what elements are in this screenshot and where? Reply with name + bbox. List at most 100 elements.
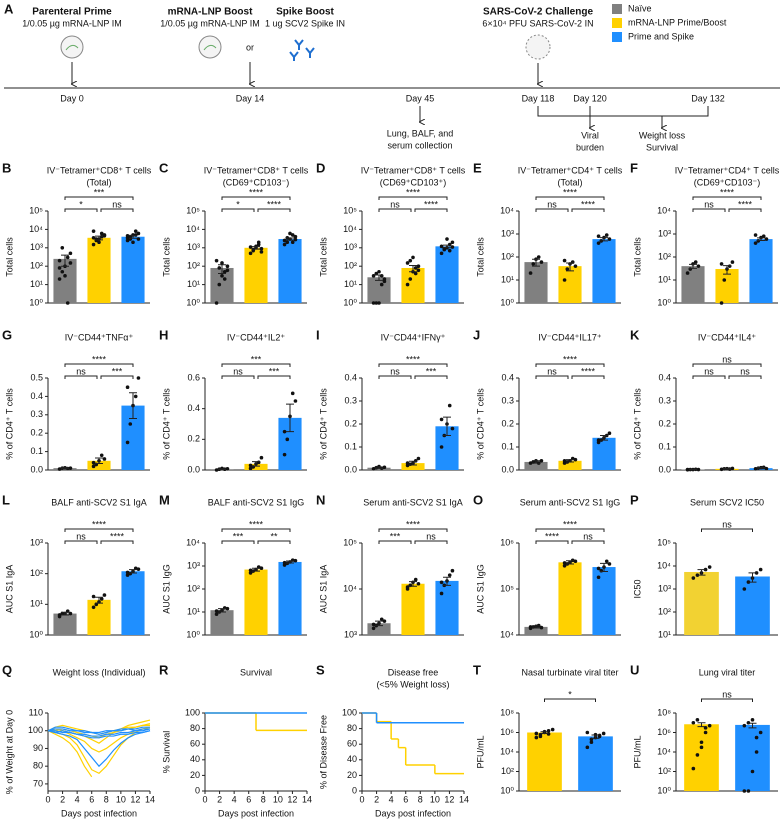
y-axis-label: % of CD4⁺ T cells [632, 388, 642, 460]
significance-label: *** [251, 354, 262, 364]
data-point [695, 753, 700, 757]
x-tick-label: 4 [232, 794, 237, 804]
y-tick-label: 10² [30, 261, 43, 271]
data-point [220, 261, 224, 265]
x-tick-label: 8 [418, 794, 423, 804]
y-tick-label: 60 [347, 739, 357, 749]
error-bar [286, 403, 294, 433]
data-point [63, 274, 67, 278]
data-point [408, 277, 413, 281]
y-axis-label: PFU/mL [475, 735, 485, 768]
data-point [282, 242, 287, 247]
y-tick-label: 0.6 [187, 372, 200, 382]
y-tick-label: 10¹ [187, 606, 200, 616]
significance-bracket [414, 208, 448, 212]
x-tick-label: 0 [45, 794, 50, 804]
data-point [753, 233, 758, 237]
data-point [293, 399, 298, 403]
step-label: Survival [646, 142, 678, 152]
data-point [91, 229, 96, 233]
data-point [707, 565, 712, 569]
day-label: Day 132 [691, 93, 725, 103]
y-tick-label: 10¹ [658, 274, 671, 284]
panel-title: Survival [240, 667, 272, 677]
significance-bracket [378, 375, 412, 379]
panel-letter: Q [2, 662, 12, 677]
bar [735, 576, 770, 635]
y-tick-label: 10⁰ [343, 297, 357, 307]
y-tick-label: 10⁴ [29, 224, 43, 234]
data-point [539, 459, 544, 463]
significance-label: *** [390, 531, 401, 541]
y-tick-label: 10⁰ [29, 297, 43, 307]
x-tick-label: 4 [75, 794, 80, 804]
data-point [99, 597, 104, 601]
error-bar [443, 416, 451, 436]
data-point [607, 237, 612, 241]
data-point [754, 735, 759, 740]
data-point [750, 769, 755, 774]
data-point [750, 718, 755, 722]
y-tick-label: 0 [352, 785, 357, 795]
panel-letter: M [159, 492, 170, 507]
data-point [214, 258, 219, 263]
significance-label: *** [426, 366, 437, 376]
data-point [447, 248, 452, 253]
error-bar [252, 567, 260, 572]
y-tick-label: 0.2 [187, 434, 200, 444]
event-detail: 1 ug SCV2 Spike IN [265, 18, 345, 28]
data-point [450, 426, 455, 431]
x-tick-label: 0 [202, 794, 207, 804]
data-point [416, 581, 421, 586]
data-point [377, 301, 381, 305]
y-tick-label: 10¹ [501, 274, 514, 284]
panel-title: BALF anti-SCV2 S1 IgA [51, 497, 147, 507]
day-label: Day 118 [522, 93, 555, 103]
panel-title: IV⁻Tetramer⁺CD4⁺ T cells [518, 165, 623, 175]
panel-title: IV⁻CD44⁺IL2⁺ [227, 332, 286, 342]
data-point [102, 593, 107, 597]
y-tick-label: 10¹ [187, 279, 200, 289]
y-axis-label: % of CD4⁺ T cells [4, 388, 14, 460]
data-point [405, 461, 410, 465]
data-point [220, 274, 224, 278]
y-tick-label: 10⁵ [657, 537, 671, 547]
error-bar [566, 262, 574, 272]
legend-swatch [612, 4, 622, 14]
panel-letter: O [473, 492, 483, 507]
significance-bracket [414, 540, 448, 544]
data-point [405, 585, 410, 589]
panel-title: IV⁻Tetramer⁺CD4⁺ T cells [675, 165, 780, 175]
significance-label: ns [76, 366, 86, 376]
panel-letter: E [473, 160, 482, 175]
significance-label: *** [94, 187, 105, 197]
panel-letter: P [630, 492, 639, 507]
y-tick-label: 10⁴ [343, 224, 357, 234]
y-tick-label: 0.1 [658, 441, 671, 451]
significance-label: **** [406, 519, 421, 529]
error-bar [375, 620, 383, 627]
y-tick-label: 10² [187, 261, 200, 271]
y-tick-label: 0.0 [658, 464, 671, 474]
significance-bracket [535, 528, 605, 532]
y-tick-label: 10⁴ [500, 746, 514, 756]
y-tick-label: 10⁰ [500, 297, 514, 307]
data-point [214, 612, 219, 617]
data-point [607, 562, 612, 566]
data-point [696, 467, 701, 472]
data-point [248, 463, 253, 468]
panel-title: Disease free [388, 667, 439, 677]
y-axis-label: % of CD4⁺ T cells [161, 388, 171, 460]
y-tick-label: 100 [28, 725, 43, 735]
data-point [607, 431, 612, 436]
data-point [531, 262, 536, 266]
data-point [131, 240, 135, 245]
significance-label: * [236, 199, 240, 209]
data-point [248, 568, 253, 573]
y-tick-label: 0.5 [30, 372, 43, 382]
data-point [57, 277, 62, 281]
significance-bracket [100, 208, 134, 212]
data-point [288, 231, 292, 236]
error-bar [375, 466, 383, 469]
data-point [573, 264, 578, 268]
